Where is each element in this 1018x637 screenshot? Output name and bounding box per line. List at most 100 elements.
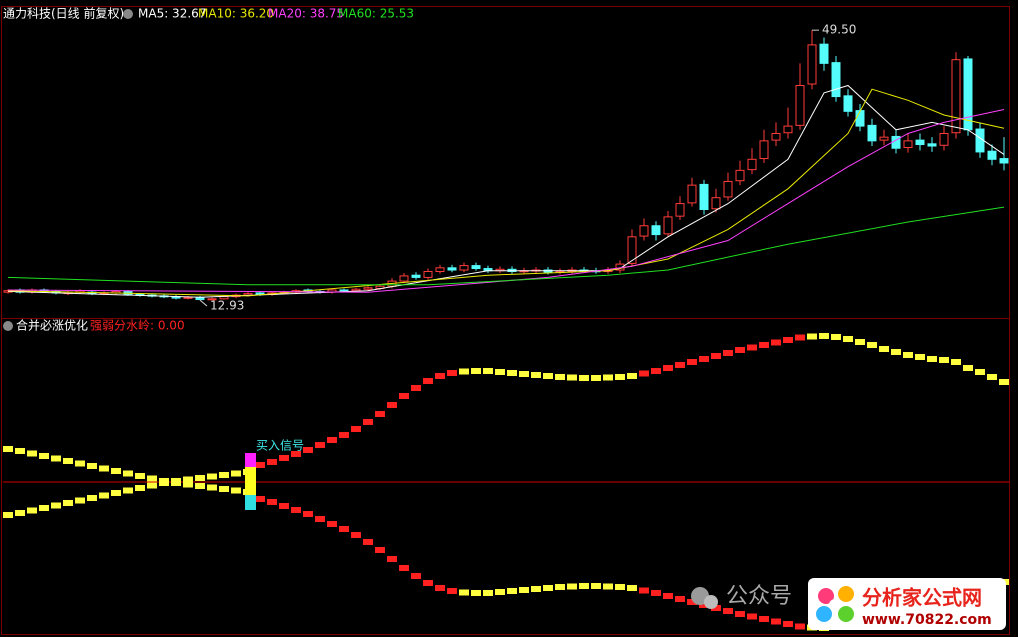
indicator-dash [63,500,73,506]
indicator-dash [399,565,409,571]
indicator-dash [579,375,589,381]
indicator-dash [315,516,325,522]
indicator-dash [723,608,733,614]
indicator-dash [231,470,241,477]
candle-body [783,125,793,134]
indicator-dash [735,347,745,353]
indicator-dash [27,507,37,514]
indicator-dash [75,460,85,467]
candle-body [807,44,817,85]
indicator-dash [135,473,145,479]
panel-icon[interactable] [123,9,133,19]
candle-body [951,59,961,134]
indicator-dash [387,556,397,562]
indicator-dash [315,442,325,448]
candle-body [819,43,829,64]
candle-body [915,139,925,146]
indicator-dash [591,375,601,381]
indicator-dash [699,356,709,362]
indicator-dash [807,333,817,340]
buy-signal-bottom [245,495,256,510]
indicator-dash [555,374,565,380]
indicator-dash [351,532,361,538]
watermark-account: 公众号 [726,584,792,609]
candle-body [843,95,853,112]
indicator-dash [435,373,445,379]
candle-body [747,158,757,171]
indicator-dash [219,486,229,492]
indicator-dash [543,585,553,591]
indicator-dash [663,593,673,599]
indicator-dash [615,584,625,590]
candle-body [351,288,361,292]
indicator-dash [507,370,517,376]
candle-body [399,275,409,282]
indicator-dash [915,354,925,360]
candle-body [735,169,745,182]
indicator-dash [651,590,661,596]
indicator-dash [627,373,637,379]
indicator-dash [459,589,469,596]
candle-body [471,265,481,270]
candle-body [987,150,997,160]
indicator-dash [795,623,805,630]
indicator-dash [447,370,457,376]
indicator-dash [519,371,529,377]
indicator-dash [447,588,457,594]
indicator-dash [771,618,781,625]
legend-entry: MA10: 36.20 [198,7,274,21]
indicator-dash [687,359,697,365]
indicator-dash [3,446,13,452]
indicator-dash [387,402,397,408]
indicator-dash [27,450,37,457]
ma-line [7,88,1005,297]
indicator-dash [639,370,649,377]
candle-body [639,225,649,237]
indicator-dash [291,451,301,457]
indicator-dash [303,511,313,517]
indicator-panel-frame [1,318,1010,635]
candle-body [855,110,865,127]
indicator-dash [171,480,181,486]
candle-body [831,62,841,98]
candle-body [411,274,421,278]
candle-body [771,132,781,141]
logo-name: 分析家公式网 [862,586,982,610]
indicator-dash [459,368,469,375]
indicator-dash [651,368,661,374]
annotation-pointer [199,299,208,307]
indicator-dash [687,599,697,605]
candle-body [207,298,217,301]
candle-body [435,267,445,272]
indicator-dash [879,346,889,352]
candle-body [903,140,913,149]
panel-icon[interactable] [3,321,13,331]
indicator-dash [711,353,721,359]
indicator-title: 合并必涨优化 [16,318,88,333]
indicator-dash [99,465,109,472]
indicator-dash [267,499,277,505]
indicator-dash [747,344,757,351]
indicator-dash [483,368,493,374]
indicator-dash [639,587,649,594]
candle-body [423,271,433,278]
indicator-dash [663,365,673,371]
indicator-dash [339,526,349,532]
indicator-dash [147,482,157,489]
indicator-dash [903,352,913,358]
candle-body [627,236,637,264]
indicator-dash [363,419,373,425]
indicator-dash [123,487,133,494]
indicator-dash [567,374,577,381]
candle-body [459,265,469,271]
indicator-dash [471,368,481,374]
indicator-dash [327,437,337,443]
indicator-dash [147,475,157,482]
indicator-dash [759,342,769,348]
indicator-dash [267,459,277,465]
indicator-dash [87,495,97,501]
indicator-dash [195,483,205,489]
indicator-dash [579,583,589,589]
indicator-dash [471,590,481,596]
